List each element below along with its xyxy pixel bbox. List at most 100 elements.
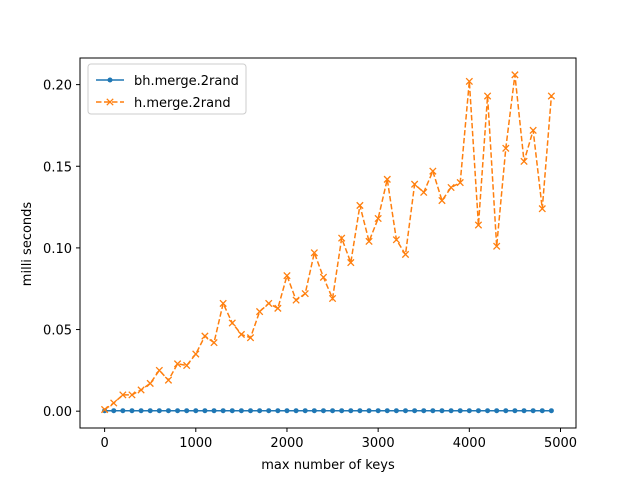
data-point	[375, 408, 381, 414]
data-point	[228, 319, 236, 327]
data-point	[503, 408, 509, 414]
data-point	[211, 408, 217, 414]
data-point	[156, 408, 162, 414]
x-axis-label: max number of keys	[261, 458, 395, 473]
data-point	[366, 408, 372, 414]
data-point	[521, 408, 527, 414]
series-h.merge.2rand	[100, 71, 556, 414]
data-point	[457, 408, 463, 414]
data-point	[412, 408, 418, 414]
data-point	[410, 180, 419, 188]
x-tick-label: 3000	[362, 436, 395, 451]
data-point	[257, 408, 263, 414]
data-point	[548, 408, 554, 414]
data-point	[284, 408, 290, 414]
legend: bh.merge.2rand h.merge.2rand	[87, 63, 247, 115]
data-point	[330, 408, 336, 414]
data-point	[137, 386, 145, 394]
data-point	[266, 408, 272, 414]
y-tick-label: 0.15	[43, 160, 72, 175]
data-point	[274, 304, 282, 312]
data-point	[219, 299, 227, 308]
data-point	[164, 376, 173, 384]
y-tick-label: 0.10	[43, 242, 72, 257]
data-point	[193, 408, 199, 414]
data-point	[283, 271, 291, 280]
data-point	[339, 408, 345, 414]
y-tick-label: 0.05	[43, 324, 72, 339]
x-tick-label: 5000	[544, 436, 577, 451]
x-tick-label: 0	[100, 436, 108, 451]
data-point	[210, 338, 218, 347]
data-point	[493, 242, 501, 250]
data-point	[184, 408, 190, 414]
data-point	[201, 332, 209, 340]
x-tick-label: 4000	[453, 436, 486, 451]
data-point	[155, 366, 163, 375]
data-point	[474, 221, 483, 229]
data-point	[246, 334, 255, 342]
data-point	[448, 408, 454, 414]
data-point	[392, 236, 401, 244]
x-tick-label: 2000	[270, 436, 303, 451]
data-point	[129, 408, 135, 414]
data-point	[111, 408, 117, 414]
data-point	[229, 408, 235, 414]
data-point	[275, 408, 281, 414]
data-point	[421, 408, 427, 414]
x-tick-label: 1000	[179, 436, 212, 451]
data-point	[110, 399, 118, 407]
data-point	[429, 167, 437, 175]
data-point	[328, 294, 337, 303]
data-point	[192, 350, 200, 358]
data-point	[401, 250, 410, 259]
series-bh.merge.2rand	[102, 408, 554, 414]
plot-axes: 0 1000 2000 3000 4000 5000 0.00 0.05 0.10 0.15 0.2…	[43, 57, 577, 451]
legend-entry: h.merge.2rand	[96, 96, 231, 111]
series-layer	[100, 71, 556, 414]
data-point	[183, 361, 191, 370]
data-point	[146, 379, 154, 388]
data-point	[539, 408, 545, 414]
data-point	[520, 157, 528, 166]
data-point	[128, 391, 136, 399]
data-point	[393, 408, 399, 414]
data-point	[456, 178, 464, 187]
data-point	[347, 258, 355, 267]
data-point	[475, 408, 481, 414]
data-point	[292, 296, 300, 304]
data-point	[483, 92, 492, 100]
data-point	[311, 408, 317, 414]
data-point	[248, 408, 253, 414]
legend-marker	[106, 98, 114, 106]
legend-marker	[107, 77, 113, 83]
data-point	[293, 408, 299, 414]
data-point	[138, 408, 144, 414]
data-point	[147, 408, 153, 414]
data-point	[120, 408, 126, 414]
data-point	[530, 408, 536, 414]
data-point	[255, 307, 264, 316]
data-point	[319, 273, 328, 281]
data-point	[320, 408, 326, 414]
y-tick-label: 0.20	[43, 79, 72, 94]
data-point	[485, 408, 491, 414]
data-point	[547, 92, 556, 100]
data-point	[220, 408, 226, 414]
data-point	[466, 408, 472, 414]
data-point	[202, 408, 208, 414]
data-point	[439, 408, 445, 414]
data-point	[502, 144, 510, 152]
data-point	[356, 201, 364, 210]
data-point	[538, 205, 546, 213]
data-point	[384, 408, 390, 414]
data-point	[310, 249, 318, 257]
data-point	[365, 237, 373, 246]
legend-box	[87, 63, 247, 115]
data-point	[302, 408, 308, 414]
data-point	[511, 71, 519, 79]
data-point	[348, 408, 354, 414]
data-point	[265, 299, 273, 308]
y-tick-label: 0.00	[43, 405, 72, 420]
plot-frame	[79, 57, 577, 429]
